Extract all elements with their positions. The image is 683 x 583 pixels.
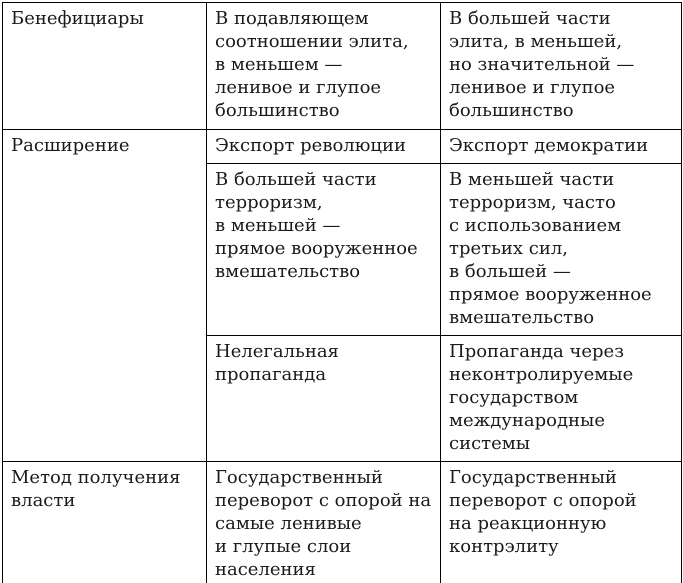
row-header-cell: Бенефициары	[2, 2, 207, 130]
table-cell: В большей части терроризм, в меньшей — п…	[206, 163, 441, 336]
table-cell: Государственный переворот с опорой на ре…	[440, 461, 682, 583]
table-row-beneficiaries: Бенефициары В подавляющем соотношении эл…	[2, 2, 682, 130]
row-header-cell: Метод получения власти	[2, 461, 207, 583]
table-cell: Пропаганда через неконтролируемые госуда…	[440, 335, 682, 462]
table-cell: Нелегальная пропаганда	[206, 335, 441, 462]
table-row-expansion-propaganda: Нелегальная пропаганда Пропаганда через …	[3, 335, 682, 462]
row-header-cell: Расширение	[2, 129, 207, 462]
table-row-expansion-export: Расширение Экспорт революции Экспорт дем…	[2, 129, 682, 462]
table-row-expansion-terrorism: В большей части терроризм, в меньшей — п…	[3, 163, 682, 336]
table-cell: В подавляющем соотношении элита, в меньш…	[206, 2, 441, 130]
table-cell: Экспорт демократии	[440, 129, 682, 164]
table-cell: Государственный переворот с опорой на са…	[206, 461, 441, 583]
table-cell: В большей части элита, в меньшей, но зна…	[440, 2, 682, 130]
table-cell: Экспорт революции	[206, 129, 441, 164]
table-cell: В меньшей части терроризм, часто с испол…	[440, 163, 682, 336]
table-row-power-method: Метод получения власти Государственный п…	[2, 461, 682, 583]
